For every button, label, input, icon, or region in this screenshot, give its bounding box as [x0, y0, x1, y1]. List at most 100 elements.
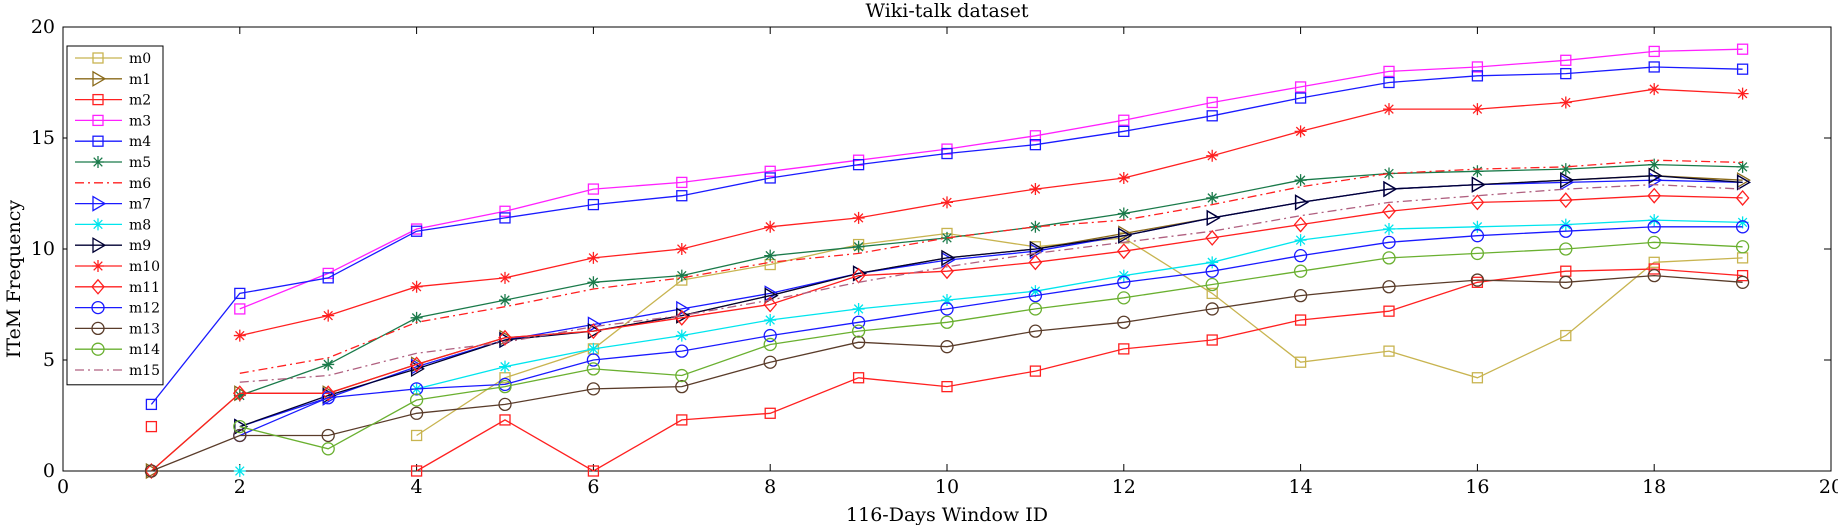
series-line-m8	[416, 219, 1743, 390]
data-point-m11	[1558, 192, 1573, 209]
x-tick-label: 16	[1465, 476, 1489, 498]
data-point-m4	[1206, 110, 1218, 122]
data-point-m11	[232, 385, 247, 402]
data-point-m9	[1736, 174, 1751, 191]
x-tick-label: 18	[1642, 476, 1666, 498]
legend-marker	[91, 278, 105, 295]
data-point-m13	[233, 428, 247, 443]
data-point-m3	[764, 165, 776, 177]
data-point-m4	[1736, 63, 1749, 75]
data-point-m11	[144, 463, 159, 479]
data-point-m14	[1205, 277, 1219, 292]
legend-marker	[92, 135, 104, 147]
data-point-m2	[1206, 334, 1218, 346]
data-point-m9	[941, 249, 956, 267]
data-point-m3	[1118, 114, 1130, 126]
data-point-m5	[233, 389, 246, 402]
data-point-m4	[322, 272, 334, 284]
data-point-m13	[409, 406, 424, 420]
data-point-m3	[676, 176, 688, 189]
series-line-m1	[150, 175, 1743, 472]
legend-item: m2	[75, 93, 151, 109]
data-point-m12	[1205, 264, 1219, 278]
series-line-m5	[239, 163, 1743, 397]
data-point-m2	[1294, 314, 1307, 326]
data-point-m12	[409, 382, 424, 396]
data-point-m13	[144, 464, 159, 478]
data-point-m13	[1382, 280, 1396, 294]
data-point-m4	[1383, 76, 1395, 89]
data-point-m11	[1647, 187, 1662, 204]
legend-label: m12	[129, 301, 160, 317]
data-point-m0	[1206, 287, 1218, 300]
series-m2	[145, 263, 1749, 477]
data-point-m14	[1735, 240, 1750, 254]
data-point-m14	[586, 362, 601, 376]
data-point-m10	[322, 309, 335, 322]
legend-marker	[91, 321, 105, 336]
data-point-m12	[675, 344, 689, 358]
series-line-m13	[151, 274, 1743, 472]
data-point-m11	[586, 323, 601, 340]
data-point-m4	[410, 225, 423, 237]
legend-item: m1	[75, 70, 151, 88]
data-point-m11	[940, 263, 954, 280]
data-point-m10	[1471, 103, 1484, 116]
data-point-m8	[1648, 214, 1661, 227]
series-line-m3	[239, 48, 1743, 310]
data-point-m10	[233, 329, 246, 342]
data-point-m2	[1029, 365, 1042, 377]
series-m1	[145, 167, 1751, 480]
data-point-m13	[321, 428, 335, 443]
data-point-m14	[321, 442, 335, 456]
axis-ticks: 0 2 4 6 8 10 12 14 16 18 20 0 5 10 15 20	[31, 16, 1838, 498]
data-point-m0	[1560, 329, 1572, 342]
data-point-m3	[1736, 43, 1749, 55]
data-point-m8	[675, 329, 688, 342]
data-point-m2	[410, 465, 423, 477]
data-point-m9	[1029, 240, 1044, 258]
x-axis-label: 116-Days Window ID	[846, 504, 1048, 525]
series-m13	[144, 268, 1750, 478]
data-point-m2	[145, 420, 158, 433]
data-point-m12	[1382, 235, 1396, 249]
data-point-m13	[675, 379, 689, 394]
legend-item: m8	[75, 217, 151, 233]
legend-label: m7	[129, 197, 151, 213]
data-point-m0	[1294, 356, 1307, 368]
data-point-m14	[1293, 264, 1308, 278]
data-point-m11	[321, 385, 336, 402]
x-tick-label: 0	[57, 476, 69, 498]
data-point-m10	[410, 280, 423, 293]
data-point-m0	[499, 372, 511, 384]
y-axis-label: ITeM Frequency	[3, 200, 25, 358]
data-point-m9	[1206, 209, 1221, 227]
data-point-m10	[1294, 125, 1307, 138]
data-point-m12	[586, 353, 601, 367]
series-line-m6	[239, 159, 1743, 374]
series-layer	[144, 43, 1751, 480]
data-point-m3	[499, 205, 511, 217]
data-point-m13	[1470, 273, 1485, 287]
data-point-m10	[1117, 171, 1130, 184]
data-point-m13	[940, 340, 954, 354]
data-point-m11	[409, 356, 424, 373]
data-point-m8	[764, 314, 777, 327]
data-point-m4	[1471, 70, 1484, 82]
data-point-m8	[1471, 220, 1484, 233]
x-tick-label: 4	[411, 476, 423, 498]
data-point-m2	[1118, 343, 1130, 355]
x-tick-label: 6	[587, 476, 599, 498]
data-point-m11	[1116, 243, 1131, 260]
data-point-m12	[851, 315, 866, 329]
data-point-m11	[1205, 229, 1220, 246]
data-point-m14	[498, 379, 512, 394]
data-point-m10	[1029, 183, 1042, 196]
legend-item: m10	[75, 259, 160, 275]
data-point-m8	[1029, 285, 1042, 298]
series-line-m7	[239, 179, 1743, 428]
y-tick-label: 0	[43, 460, 55, 482]
data-point-m8	[1117, 269, 1130, 282]
y-tick-label: 5	[43, 349, 55, 371]
legend-item: m9	[75, 237, 151, 254]
